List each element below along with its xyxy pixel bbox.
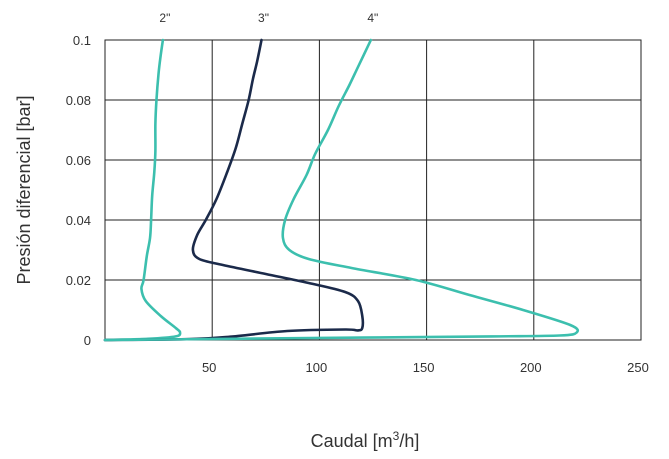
y-tick-label: 0.1 <box>73 33 91 48</box>
series-labels: 2" 3" 4" <box>159 11 378 25</box>
series-label-2: 3" <box>258 11 269 25</box>
series-line-3 <box>103 38 580 342</box>
y-tick-label: 0.02 <box>66 273 91 288</box>
y-axis-title: Presión diferencial [bar] <box>14 95 34 284</box>
y-tick-label: 0.06 <box>66 153 91 168</box>
y-axis-ticks: 0 0.02 0.04 0.06 0.08 0.1 <box>66 33 91 348</box>
grid <box>105 40 641 340</box>
series-label-1: 2" <box>159 11 170 25</box>
x-tick-label: 100 <box>306 360 328 375</box>
series-lines <box>103 38 580 342</box>
series-line-2 <box>103 38 365 342</box>
x-tick-label: 150 <box>413 360 435 375</box>
x-axis-title: Caudal [m3/h] <box>311 429 420 451</box>
x-axis-ticks: 50 100 150 200 250 <box>202 360 649 375</box>
y-tick-label: 0 <box>84 333 91 348</box>
x-tick-label: 50 <box>202 360 216 375</box>
series-label-3: 4" <box>367 11 378 25</box>
x-tick-label: 250 <box>627 360 649 375</box>
y-tick-label: 0.08 <box>66 93 91 108</box>
series-line-1 <box>103 38 182 342</box>
y-tick-label: 0.04 <box>66 213 91 228</box>
x-tick-label: 200 <box>520 360 542 375</box>
plot-area-frame <box>104 39 642 341</box>
